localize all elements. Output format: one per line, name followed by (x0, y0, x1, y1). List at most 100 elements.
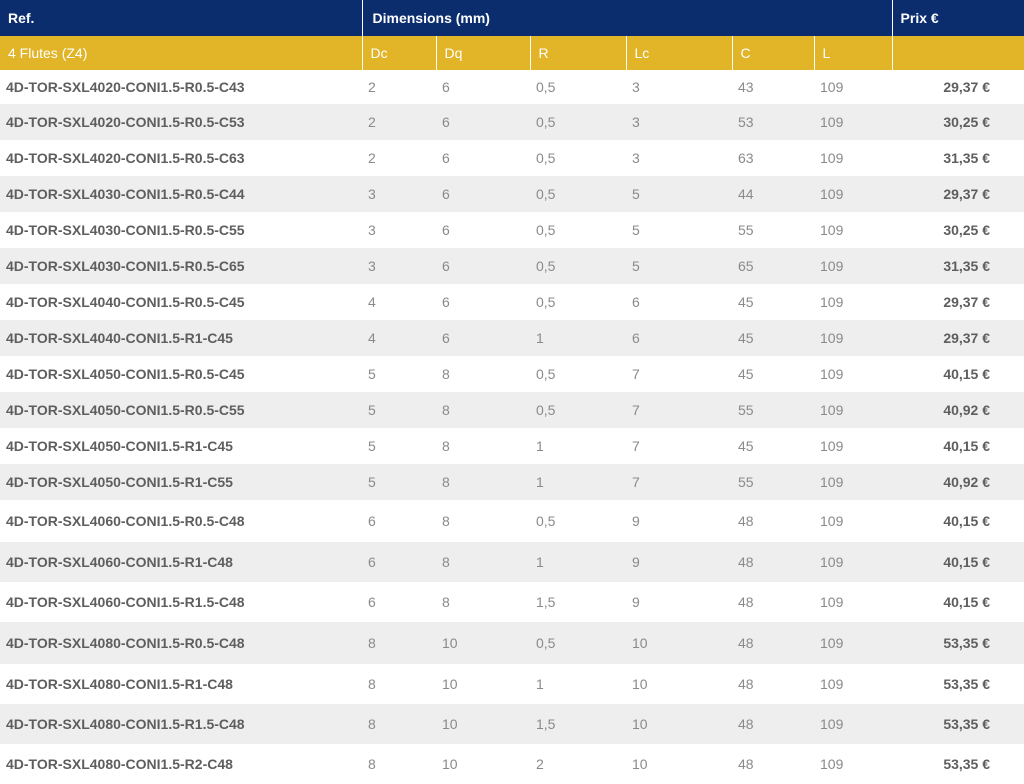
l-cell: 109 (814, 664, 893, 704)
price-cell: 29,37 € (892, 176, 1024, 212)
r-cell: 1 (530, 664, 626, 704)
ref-cell: 4D-TOR-SXL4040-CONI1.5-R1-C45 (0, 320, 362, 356)
c-cell: 45 (732, 428, 814, 464)
dc-cell: 6 (362, 500, 436, 542)
table-row: 4D-TOR-SXL4020-CONI1.5-R0.5-C43 2 6 0,5 3 43 1… (0, 70, 1024, 104)
col-header-c: C (732, 36, 815, 70)
c-cell: 48 (732, 664, 814, 704)
l-cell: 109 (814, 744, 893, 784)
table-row: 4D-TOR-SXL4030-CONI1.5-R0.5-C55 3 6 0,5 5 55 1… (0, 212, 1024, 248)
price-cell: 31,35 € (892, 140, 1024, 176)
c-cell: 48 (732, 704, 814, 744)
dc-cell: 5 (362, 464, 436, 500)
c-cell: 65 (732, 248, 814, 284)
lc-cell: 3 (626, 70, 732, 104)
lc-cell: 9 (626, 582, 732, 622)
r-cell: 1,5 (530, 582, 626, 622)
table-row: 4D-TOR-SXL4080-CONI1.5-R2-C48 8 10 2 10 48 109… (0, 744, 1024, 784)
col-header-dq: Dq (436, 36, 531, 70)
dc-cell: 2 (362, 104, 436, 140)
price-cell: 40,92 € (892, 464, 1024, 500)
header-row: Ref. Dimensions (mm) Prix € (0, 0, 1024, 36)
price-cell: 40,92 € (892, 392, 1024, 428)
l-cell: 109 (814, 176, 893, 212)
c-cell: 55 (732, 212, 814, 248)
c-cell: 45 (732, 356, 814, 392)
price-cell: 30,25 € (892, 104, 1024, 140)
dc-cell: 6 (362, 582, 436, 622)
price-cell: 53,35 € (892, 704, 1024, 744)
r-cell: 0,5 (530, 500, 626, 542)
r-cell: 1 (530, 464, 626, 500)
table-row: 4D-TOR-SXL4040-CONI1.5-R0.5-C45 4 6 0,5 6 45 1… (0, 284, 1024, 320)
table-row: 4D-TOR-SXL4050-CONI1.5-R0.5-C55 5 8 0,5 7 55 1… (0, 392, 1024, 428)
dimensions-header: Dimensions (mm) (362, 0, 893, 36)
dq-cell: 6 (436, 70, 530, 104)
l-cell: 109 (814, 140, 893, 176)
price-header: Prix € (892, 0, 1024, 36)
dc-cell: 2 (362, 140, 436, 176)
table-row: 4D-TOR-SXL4030-CONI1.5-R0.5-C65 3 6 0,5 5 65 1… (0, 248, 1024, 284)
ref-cell: 4D-TOR-SXL4050-CONI1.5-R1-C45 (0, 428, 362, 464)
ref-cell: 4D-TOR-SXL4050-CONI1.5-R0.5-C45 (0, 356, 362, 392)
dq-cell: 8 (436, 542, 530, 582)
table-row: 4D-TOR-SXL4050-CONI1.5-R0.5-C45 5 8 0,5 7 45 1… (0, 356, 1024, 392)
l-cell: 109 (814, 320, 893, 356)
table-row: 4D-TOR-SXL4050-CONI1.5-R1-C55 5 8 1 7 55 109 40… (0, 464, 1024, 500)
table-row: 4D-TOR-SXL4080-CONI1.5-R1.5-C48 8 10 1,5 10 4… (0, 704, 1024, 744)
ref-header: Ref. (0, 0, 363, 36)
table-row: 4D-TOR-SXL4040-CONI1.5-R1-C45 4 6 1 6 45 109 29… (0, 320, 1024, 356)
r-cell: 0,5 (530, 212, 626, 248)
price-cell: 31,35 € (892, 248, 1024, 284)
dc-cell: 5 (362, 428, 436, 464)
dq-cell: 6 (436, 212, 530, 248)
lc-cell: 10 (626, 744, 732, 784)
r-cell: 0,5 (530, 140, 626, 176)
dq-cell: 10 (436, 622, 530, 664)
dq-cell: 8 (436, 582, 530, 622)
dq-cell: 6 (436, 104, 530, 140)
lc-cell: 5 (626, 248, 732, 284)
col-header-dc: Dc (362, 36, 437, 70)
dq-cell: 10 (436, 664, 530, 704)
dq-cell: 6 (436, 176, 530, 212)
lc-cell: 6 (626, 320, 732, 356)
r-cell: 2 (530, 744, 626, 784)
r-cell: 0,5 (530, 248, 626, 284)
l-cell: 109 (814, 70, 893, 104)
c-cell: 63 (732, 140, 814, 176)
l-cell: 109 (814, 500, 893, 542)
price-cell: 40,15 € (892, 356, 1024, 392)
lc-cell: 6 (626, 284, 732, 320)
dq-cell: 6 (436, 320, 530, 356)
lc-cell: 7 (626, 392, 732, 428)
ref-cell: 4D-TOR-SXL4020-CONI1.5-R0.5-C53 (0, 104, 362, 140)
l-cell: 109 (814, 704, 893, 744)
dq-cell: 8 (436, 464, 530, 500)
r-cell: 1 (530, 428, 626, 464)
ref-cell: 4D-TOR-SXL4050-CONI1.5-R1-C55 (0, 464, 362, 500)
table-row: 4D-TOR-SXL4060-CONI1.5-R1-C48 6 8 1 9 48 109 40… (0, 542, 1024, 582)
c-cell: 55 (732, 392, 814, 428)
dq-cell: 8 (436, 500, 530, 542)
group-label: 4 Flutes (Z4) (0, 36, 363, 70)
ref-cell: 4D-TOR-SXL4030-CONI1.5-R0.5-C55 (0, 212, 362, 248)
lc-cell: 10 (626, 704, 732, 744)
table-row: 4D-TOR-SXL4060-CONI1.5-R0.5-C48 6 8 0,5 9 48 1… (0, 500, 1024, 542)
c-cell: 44 (732, 176, 814, 212)
dq-cell: 6 (436, 140, 530, 176)
dc-cell: 6 (362, 542, 436, 582)
lc-cell: 3 (626, 104, 732, 140)
ref-cell: 4D-TOR-SXL4080-CONI1.5-R0.5-C48 (0, 622, 362, 664)
l-cell: 109 (814, 428, 893, 464)
col-header-price-empty (892, 36, 1024, 70)
price-cell: 53,35 € (892, 622, 1024, 664)
c-cell: 45 (732, 284, 814, 320)
price-cell: 53,35 € (892, 744, 1024, 784)
r-cell: 0,5 (530, 104, 626, 140)
price-cell: 40,15 € (892, 582, 1024, 622)
r-cell: 0,5 (530, 176, 626, 212)
c-cell: 43 (732, 70, 814, 104)
dc-cell: 4 (362, 284, 436, 320)
dc-cell: 8 (362, 704, 436, 744)
